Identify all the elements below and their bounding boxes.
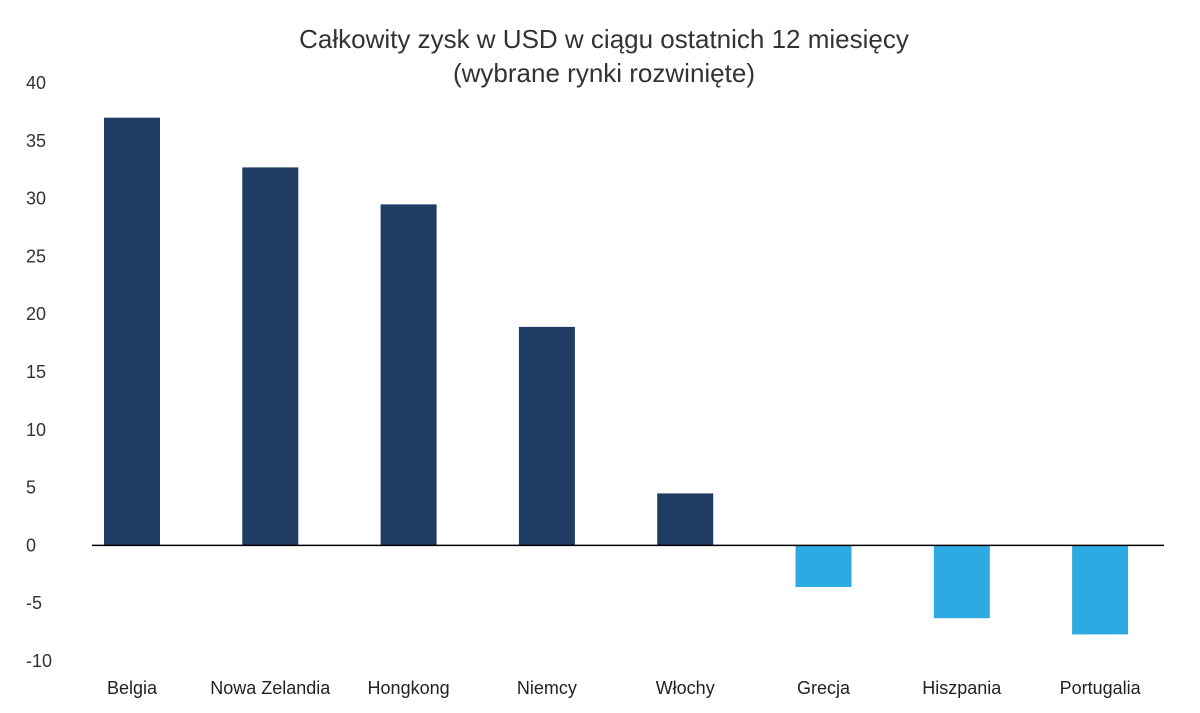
x-category-label: Włochy bbox=[656, 678, 715, 698]
y-tick-label: -5 bbox=[26, 593, 42, 613]
bar-włochy bbox=[657, 493, 714, 546]
x-axis-labels: Belgia Nowa Zelandia Hongkong Niemcy Włochy G… bbox=[107, 678, 1142, 698]
x-category-label: Grecja bbox=[797, 678, 851, 698]
bar-nowa-zelandia bbox=[242, 167, 299, 546]
bar-portugalia bbox=[1072, 545, 1129, 635]
y-axis-ticks: 40 35 30 25 20 15 10 5 0 -5 -10 bbox=[26, 73, 52, 671]
y-tick-label: 30 bbox=[26, 189, 46, 209]
y-tick-label: 20 bbox=[26, 304, 46, 324]
bar-belgia bbox=[104, 117, 160, 546]
y-tick-label: 25 bbox=[26, 246, 46, 266]
y-tick-label: 40 bbox=[26, 73, 46, 93]
bar-hongkong bbox=[380, 204, 437, 546]
bar-niemcy bbox=[518, 326, 575, 546]
bars-group bbox=[104, 117, 1129, 635]
x-category-label: Hongkong bbox=[368, 678, 450, 698]
y-tick-label: 35 bbox=[26, 131, 46, 151]
x-category-label: Hiszpania bbox=[922, 678, 1002, 698]
chart-subtitle: (wybrane rynki rozwinięte) bbox=[453, 58, 755, 88]
x-category-label: Nowa Zelandia bbox=[210, 678, 331, 698]
x-category-label: Belgia bbox=[107, 678, 158, 698]
bar-hiszpania bbox=[933, 545, 990, 619]
y-tick-label: 0 bbox=[26, 535, 36, 555]
y-tick-label: -10 bbox=[26, 651, 52, 671]
chart-title: Całkowity zysk w USD w ciągu ostatnich 1… bbox=[299, 24, 909, 54]
y-tick-label: 10 bbox=[26, 420, 46, 440]
bar-grecja bbox=[795, 545, 852, 587]
y-tick-label: 5 bbox=[26, 478, 36, 498]
y-tick-label: 15 bbox=[26, 362, 46, 382]
x-category-label: Niemcy bbox=[517, 678, 577, 698]
x-category-label: Portugalia bbox=[1060, 678, 1142, 698]
